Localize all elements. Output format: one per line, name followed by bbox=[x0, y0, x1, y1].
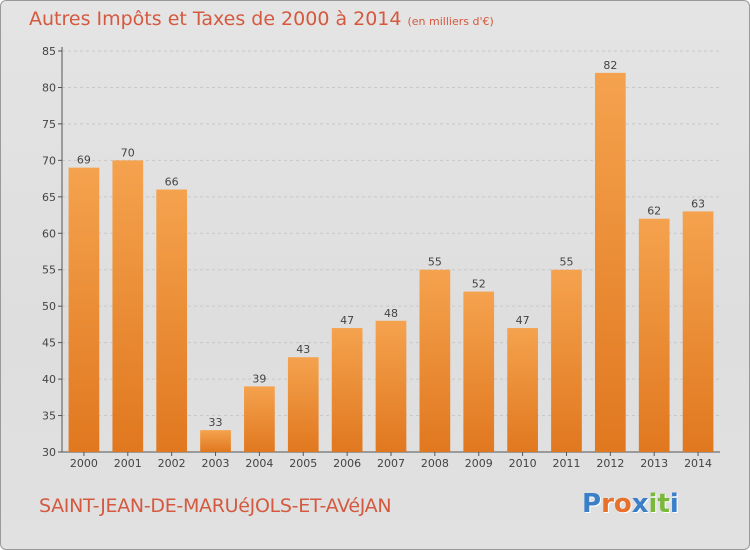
y-tick-label: 75 bbox=[42, 118, 56, 131]
x-tick-label-2013: 2013 bbox=[640, 457, 668, 470]
y-tick-label: 40 bbox=[42, 373, 56, 386]
proxiti-logo: Proxiti bbox=[582, 489, 679, 519]
bar-2008 bbox=[419, 269, 451, 452]
bar-2000 bbox=[68, 167, 100, 452]
y-tick-label: 30 bbox=[42, 446, 56, 459]
x-tick-label-2006: 2006 bbox=[333, 457, 361, 470]
data-label-2013: 62 bbox=[647, 205, 661, 218]
data-label-2001: 70 bbox=[121, 146, 135, 159]
x-tick-label-2004: 2004 bbox=[245, 457, 273, 470]
data-label-2010: 47 bbox=[516, 314, 530, 327]
x-tick-label-2010: 2010 bbox=[509, 457, 537, 470]
y-tick-label: 70 bbox=[42, 154, 56, 167]
bar-2005 bbox=[287, 357, 319, 452]
data-label-2009: 52 bbox=[472, 278, 486, 291]
data-label-2005: 43 bbox=[296, 343, 310, 356]
bar-2013 bbox=[638, 218, 670, 452]
x-tick-label-2008: 2008 bbox=[421, 457, 449, 470]
y-tick-label: 60 bbox=[42, 227, 56, 240]
logo-letter: x bbox=[631, 489, 649, 519]
x-tick-label-2005: 2005 bbox=[289, 457, 317, 470]
bar-2003 bbox=[200, 430, 231, 452]
bar-2006 bbox=[331, 328, 363, 452]
chart-title-text: Autres Impôts et Taxes de 2000 à 2014 bbox=[29, 8, 402, 30]
logo-letter: t bbox=[657, 489, 670, 519]
data-label-2008: 55 bbox=[428, 256, 442, 269]
bar-2009 bbox=[463, 291, 495, 452]
bar-2012 bbox=[594, 72, 626, 452]
y-tick-label: 50 bbox=[42, 300, 56, 313]
bar-2011 bbox=[551, 269, 582, 452]
data-label-2012: 82 bbox=[603, 59, 617, 72]
y-tick-label: 65 bbox=[42, 191, 56, 204]
x-tick-label-2011: 2011 bbox=[552, 457, 580, 470]
x-tick-label-2009: 2009 bbox=[465, 457, 493, 470]
chart-subtitle: (en milliers d'€) bbox=[407, 15, 494, 28]
data-label-2004: 39 bbox=[252, 372, 266, 385]
x-tick-label-2002: 2002 bbox=[158, 457, 186, 470]
data-label-2000: 69 bbox=[77, 154, 91, 167]
data-label-2007: 48 bbox=[384, 307, 398, 320]
logo-letter: o bbox=[613, 489, 632, 519]
bar-2010 bbox=[507, 328, 538, 452]
y-tick-label: 85 bbox=[42, 45, 56, 58]
y-tick-label: 35 bbox=[42, 410, 56, 423]
data-label-2006: 47 bbox=[340, 314, 354, 327]
bar-2007 bbox=[375, 320, 407, 452]
x-tick-label-2007: 2007 bbox=[377, 457, 405, 470]
bar-2014 bbox=[682, 211, 714, 452]
city-name: SAINT-JEAN-DE-MARUéJOLS-ET-AVéJAN bbox=[39, 495, 392, 517]
x-tick-label-2003: 2003 bbox=[202, 457, 230, 470]
y-tick-label: 80 bbox=[42, 81, 56, 94]
data-label-2003: 33 bbox=[209, 416, 223, 429]
x-tick-label-2001: 2001 bbox=[114, 457, 142, 470]
x-tick-label-2014: 2014 bbox=[684, 457, 712, 470]
data-label-2002: 66 bbox=[165, 176, 179, 189]
logo-letter: i bbox=[648, 489, 658, 519]
chart-title: Autres Impôts et Taxes de 2000 à 2014 (en… bbox=[29, 8, 494, 30]
bars: 69 70 66 33 39 43 47 48 55 52 47 55 82 62 63 bbox=[68, 59, 714, 452]
bar-2004 bbox=[244, 386, 275, 452]
data-label-2011: 55 bbox=[559, 256, 573, 269]
logo-letter: P bbox=[582, 489, 602, 519]
y-tick-label: 45 bbox=[42, 337, 56, 350]
x-tick-label-2000: 2000 bbox=[70, 457, 98, 470]
y-tick-label: 55 bbox=[42, 264, 56, 277]
logo-letter: r bbox=[601, 489, 614, 519]
data-label-2014: 63 bbox=[691, 197, 705, 210]
logo-letter: i bbox=[669, 489, 679, 519]
bar-2001 bbox=[112, 160, 144, 452]
bar-2002 bbox=[156, 189, 188, 452]
x-tick-label-2012: 2012 bbox=[596, 457, 624, 470]
